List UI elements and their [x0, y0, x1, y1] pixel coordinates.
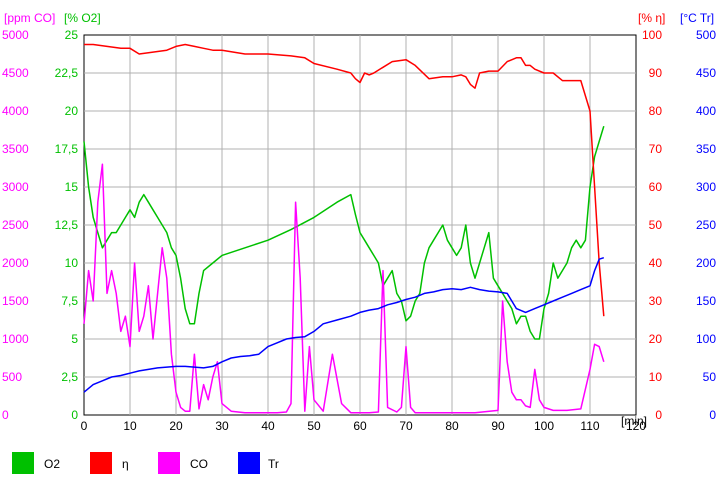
co-tick-label: 2500 [2, 218, 29, 232]
x-tick-label: 40 [261, 419, 275, 433]
x-tick-label: 10 [123, 419, 137, 433]
eta-tick-label: 10 [649, 370, 663, 384]
x-tick-label: 120 [626, 419, 646, 433]
series-line-o2 [83, 125, 605, 340]
eta-axis-unit: [% η] [638, 11, 665, 25]
x-tick-label: 90 [491, 419, 505, 433]
eta-tick-label: 50 [649, 218, 663, 232]
series-line-tr [83, 256, 605, 393]
tr-tick-label: 200 [696, 256, 716, 270]
x-tick-label: 80 [445, 419, 459, 433]
eta-tick-label: 80 [649, 104, 663, 118]
axis-tick-labels: 0 10 20 30 40 50 60 70 80 90 100 110 120050010001500… [2, 28, 716, 433]
legend: O2 η CO Tr [12, 452, 279, 474]
x-tick-label: 20 [169, 419, 183, 433]
eta-tick-label: 100 [642, 28, 662, 42]
o2-tick-label: 25 [65, 28, 79, 42]
tr-axis-unit: [°C Tr] [680, 11, 714, 25]
eta-tick-label: 60 [649, 180, 663, 194]
o2-axis-unit: [% O2] [64, 11, 101, 25]
o2-tick-label: 5 [71, 332, 78, 346]
o2-tick-label: 10 [65, 256, 79, 270]
tr-tick-label: 50 [703, 370, 717, 384]
tr-tick-label: 100 [696, 332, 716, 346]
tr-tick-label: 0 [709, 408, 716, 422]
co-tick-label: 5000 [2, 28, 29, 42]
legend-swatch-o2 [12, 452, 34, 474]
eta-tick-label: 40 [649, 256, 663, 270]
co-tick-label: 1500 [2, 294, 29, 308]
tr-tick-label: 350 [696, 142, 716, 156]
o2-tick-label: 0 [71, 408, 78, 422]
legend-label-co: CO [190, 457, 208, 471]
legend-label-o2: O2 [44, 457, 60, 471]
co-tick-label: 500 [2, 370, 22, 384]
co-tick-label: 3500 [2, 142, 29, 156]
tr-tick-label: 300 [696, 180, 716, 194]
eta-tick-label: 0 [655, 408, 662, 422]
legend-label-tr: Tr [268, 457, 279, 471]
eta-tick-label: 30 [649, 294, 663, 308]
o2-tick-label: 12,5 [55, 218, 79, 232]
o2-tick-label: 7,5 [61, 294, 78, 308]
legend-swatch-co [158, 452, 180, 474]
x-tick-label: 30 [215, 419, 229, 433]
x-axis-unit: [min] [621, 414, 647, 428]
x-tick-label: 50 [307, 419, 321, 433]
x-tick-label: 110 [580, 419, 599, 433]
co-tick-label: 3000 [2, 180, 29, 194]
series-lines [83, 43, 605, 414]
o2-tick-label: 22,5 [55, 66, 79, 80]
x-tick-label: 100 [534, 419, 554, 433]
tr-tick-label: 250 [696, 218, 716, 232]
eta-tick-label: 90 [649, 66, 663, 80]
legend-swatch-eta [90, 452, 112, 474]
co-tick-label: 0 [2, 408, 9, 422]
co-tick-label: 1000 [2, 332, 29, 346]
tr-tick-label: 400 [696, 104, 716, 118]
co-axis-unit: [ppm CO] [4, 11, 55, 25]
eta-tick-label: 70 [649, 142, 663, 156]
o2-tick-label: 17,5 [55, 142, 79, 156]
tr-tick-label: 500 [696, 28, 716, 42]
o2-tick-label: 2,5 [61, 370, 78, 384]
x-tick-label: 70 [399, 419, 413, 433]
eta-tick-label: 20 [649, 332, 663, 346]
legend-swatch-tr [238, 452, 260, 474]
series-line-co [83, 163, 605, 414]
co-tick-label: 4000 [2, 104, 29, 118]
o2-tick-label: 15 [65, 180, 79, 194]
tr-tick-label: 450 [696, 66, 716, 80]
co-tick-label: 2000 [2, 256, 29, 270]
series-line-eta [84, 43, 605, 317]
tr-tick-label: 150 [696, 294, 716, 308]
co-tick-label: 4500 [2, 66, 29, 80]
o2-tick-label: 20 [65, 104, 79, 118]
legend-label-eta: η [122, 457, 129, 471]
x-tick-label: 0 [81, 419, 88, 433]
x-tick-label: 60 [353, 419, 367, 433]
